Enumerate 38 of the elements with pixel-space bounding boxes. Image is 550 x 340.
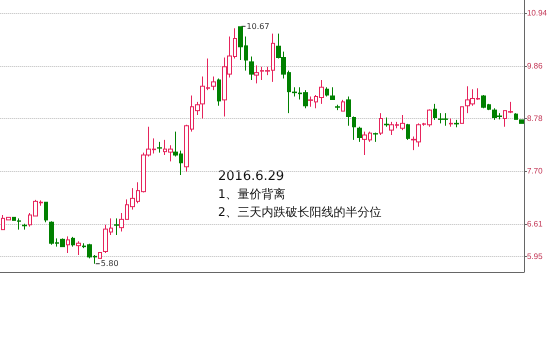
y-tick-label: 7.70 [526, 166, 544, 176]
candlestick [341, 99, 345, 112]
annotation: 10.67 [246, 22, 270, 31]
candlestick [44, 202, 48, 223]
candlestick [346, 96, 351, 126]
candlestick [66, 236, 70, 254]
annotation: 5.80 [100, 259, 119, 268]
y-tick-label: 5.95 [526, 252, 544, 261]
candlestick [460, 106, 464, 124]
candlestick [254, 64, 259, 84]
y-tick-label: 6.61 [526, 220, 544, 229]
y-tick-label: 10.94 [526, 8, 548, 18]
candlestick [373, 132, 378, 142]
candlestick [211, 76, 216, 91]
candlestick [217, 78, 221, 106]
candlestick [157, 141, 162, 154]
annotation: 2、三天内跌破长阳线的半分位 [218, 205, 382, 219]
candlestick [71, 236, 75, 248]
candlestick [98, 252, 102, 259]
candlestick [449, 118, 453, 128]
candlestick [76, 240, 81, 256]
candlestick [379, 112, 383, 136]
candlestick [335, 104, 340, 111]
candlestick [114, 218, 119, 236]
candlestick [22, 223, 27, 230]
candlestick [384, 116, 389, 128]
candlestick [249, 56, 254, 80]
candlestick [325, 86, 329, 98]
candlestick [352, 116, 356, 140]
y-tick-label: 9.86 [526, 61, 544, 70]
candlestick [433, 103, 437, 120]
candlestick [454, 119, 459, 128]
candlestick [330, 86, 335, 100]
y-tick-label: 8.78 [526, 114, 544, 123]
annotation: 2016.6.29 [218, 169, 284, 184]
candlestick [406, 123, 410, 140]
annotation: 1、量价背离 [218, 187, 286, 201]
candlestick [357, 126, 362, 142]
